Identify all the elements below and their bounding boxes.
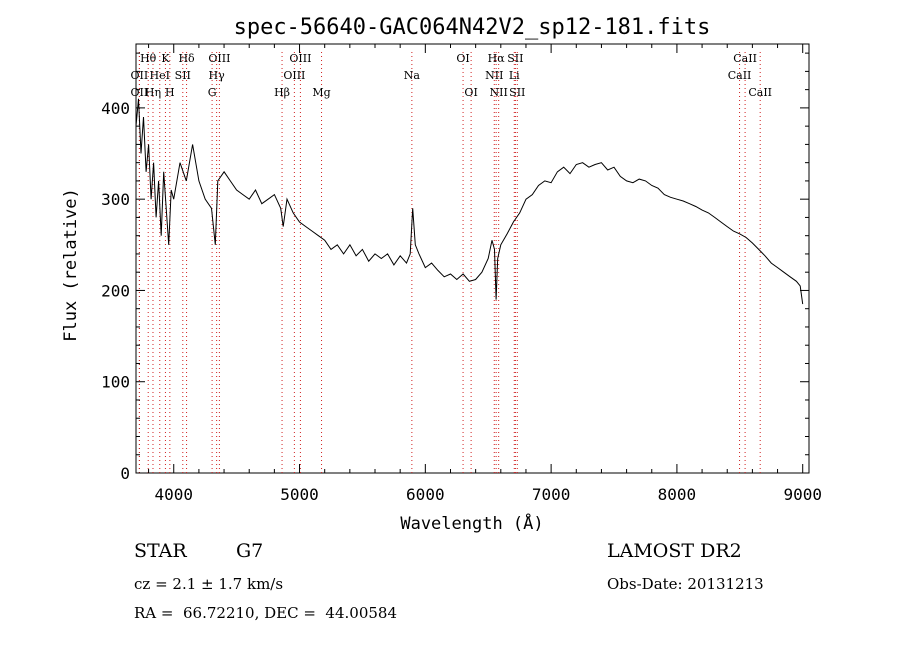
line-label-19: Hα <box>488 52 506 65</box>
line-label-14: Hβ <box>274 86 290 99</box>
plot-frame <box>135 43 810 474</box>
line-label-16: Na <box>404 69 421 82</box>
spectrum-line <box>135 98 804 305</box>
line-label-3: OII <box>131 69 149 82</box>
line-label-22: Li <box>509 69 520 82</box>
line-label-1: K <box>161 52 170 65</box>
x-axis-label: Wavelength (Å) <box>400 512 543 534</box>
line-label-9: OIII <box>208 52 230 65</box>
chart-title: spec-56640-GAC064N42V2_sp12-181.fits <box>234 15 711 40</box>
line-label-26: CaII <box>728 69 752 82</box>
line-label-24: SII <box>509 86 525 99</box>
x-tick-label-3: 7000 <box>532 485 571 504</box>
redshift-cz: cz = 2.1 ± 1.7 km/s <box>134 575 284 593</box>
line-label-5: SII <box>175 69 191 82</box>
axis-ticks <box>136 44 809 474</box>
x-tick-label-0: 4000 <box>154 485 193 504</box>
y-tick-label-1: 100 <box>101 373 130 392</box>
line-label-8: H <box>165 86 175 99</box>
spectral-line-marks <box>138 52 761 473</box>
x-tick-label-5: 9000 <box>783 485 822 504</box>
x-tick-label-1: 5000 <box>280 485 319 504</box>
line-label-11: G <box>208 86 217 99</box>
line-label-12: OIII <box>289 52 311 65</box>
line-label-13: OIII <box>283 69 305 82</box>
line-label-18: OI <box>464 86 477 99</box>
line-label-10: Hγ <box>209 69 226 82</box>
line-label-15: Mg <box>312 86 330 99</box>
line-label-23: NII <box>490 86 508 99</box>
coordinates: RA = 66.72210, DEC = 44.00584 <box>134 604 398 622</box>
object-subclass: G7 <box>236 540 264 562</box>
line-label-4: HeI <box>150 69 170 82</box>
line-label-21: NII <box>485 69 503 82</box>
line-label-17: OI <box>456 52 469 65</box>
x-tick-label-2: 6000 <box>406 485 445 504</box>
y-tick-label-4: 400 <box>101 99 130 118</box>
survey-name: LAMOST DR2 <box>607 540 742 562</box>
line-label-27: CaII <box>748 86 772 99</box>
line-label-7: Hη <box>145 86 161 99</box>
axis-tick-labels: 4000 5000 6000 7000 8000 9000 0 100 200 300 400 <box>101 99 822 504</box>
x-tick-label-4: 8000 <box>658 485 697 504</box>
object-class: STAR <box>134 540 187 562</box>
y-tick-label-0: 0 <box>120 464 130 483</box>
line-label-0: Hθ <box>140 52 157 65</box>
line-label-25: CaII <box>733 52 757 65</box>
y-tick-label-2: 200 <box>101 281 130 300</box>
y-tick-label-3: 300 <box>101 190 130 209</box>
observation-date: Obs-Date: 20131213 <box>607 575 764 593</box>
line-label-2: Hδ <box>178 52 195 65</box>
line-label-20: SII <box>507 52 523 65</box>
y-axis-label: Flux (relative) <box>61 188 81 342</box>
line-label-6: OII <box>131 86 149 99</box>
